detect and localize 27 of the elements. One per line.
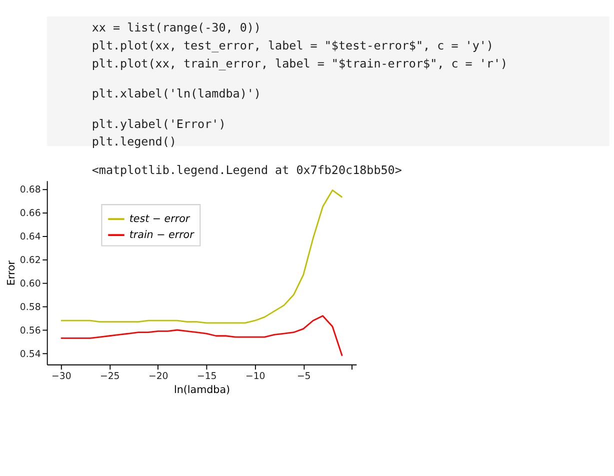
text: plt.plot(xx, train_error, label = "$train-error$", c = 'r') [92,56,508,70]
x-tick-label: −5 [296,370,311,382]
y-tick-label: 0.68 [20,184,41,196]
text: <matplotlib.legend.Legend at 0x7fb20c18bb50> [92,163,402,178]
line-series [60,315,343,357]
legend-label: train − error [129,228,195,241]
x-tick-label: −30 [52,370,72,382]
text: plt.xlabel('ln(lamdba)') [92,86,261,101]
text: plt.legend() [92,134,176,149]
y-tick-label: 0.58 [20,302,41,313]
y-axis-title: Error [5,260,18,286]
text: plt.plot(xx, test_error, label = "$test-error$", c = 'y') [92,38,494,52]
line-series [60,190,343,324]
y-tick-label: 0.54 [20,348,41,360]
x-tick-label: −25 [100,370,120,382]
y-tick-label: 0.62 [20,254,41,266]
y-tick-label: 0.64 [20,231,41,242]
x-tick-label: −20 [148,370,168,382]
y-tick-label: 0.66 [20,208,41,219]
y-tick-label: 0.60 [20,278,41,290]
text: xx = list(range(-30, 0)) [92,20,261,35]
legend-label: test − error [129,212,190,225]
x-tick-label: −10 [245,370,266,382]
text: plt.ylabel('Error') [92,116,226,131]
y-tick-label: 0.56 [20,325,41,336]
x-axis-title: ln(lamdba) [174,384,230,396]
x-tick-label: −15 [196,370,217,382]
